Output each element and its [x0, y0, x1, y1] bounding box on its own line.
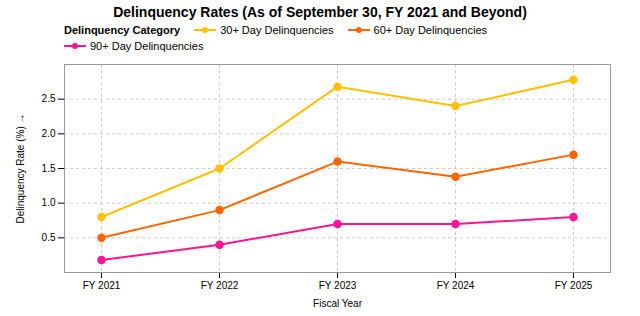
- html-text:Delinquency Category: Delinquency Category: [64, 24, 181, 36]
- svg-text:Fiscal Year: Fiscal Year: [313, 298, 363, 309]
- svg-text:Delinquency Rate (%) →: Delinquency Rate (%) →: [15, 113, 26, 223]
- svg-text:FY 2025: FY 2025: [555, 280, 593, 291]
- svg-text:0.5: 0.5: [42, 232, 56, 243]
- svg-text:FY 2024: FY 2024: [437, 280, 475, 291]
- svg-text:1.5: 1.5: [42, 163, 56, 174]
- svg-text:FY 2023: FY 2023: [319, 280, 357, 291]
- html-text:60+ Day Delinquencies: 60+ Day Delinquencies: [373, 24, 487, 36]
- html-text:90+ Day Delinquencies: 90+ Day Delinquencies: [90, 40, 204, 52]
- svg-text:FY 2022: FY 2022: [201, 280, 239, 291]
- svg-text:1.0: 1.0: [42, 197, 56, 208]
- svg-text:2.0: 2.0: [42, 128, 56, 139]
- html-text:Delinquency Rates (As of Septe: Delinquency Rates (As of September 30, F…: [113, 4, 527, 20]
- html-text:30+ Day Delinquencies: 30+ Day Delinquencies: [220, 24, 334, 36]
- svg-text:2.5: 2.5: [42, 93, 56, 104]
- svg-text:FY 2021: FY 2021: [83, 280, 121, 291]
